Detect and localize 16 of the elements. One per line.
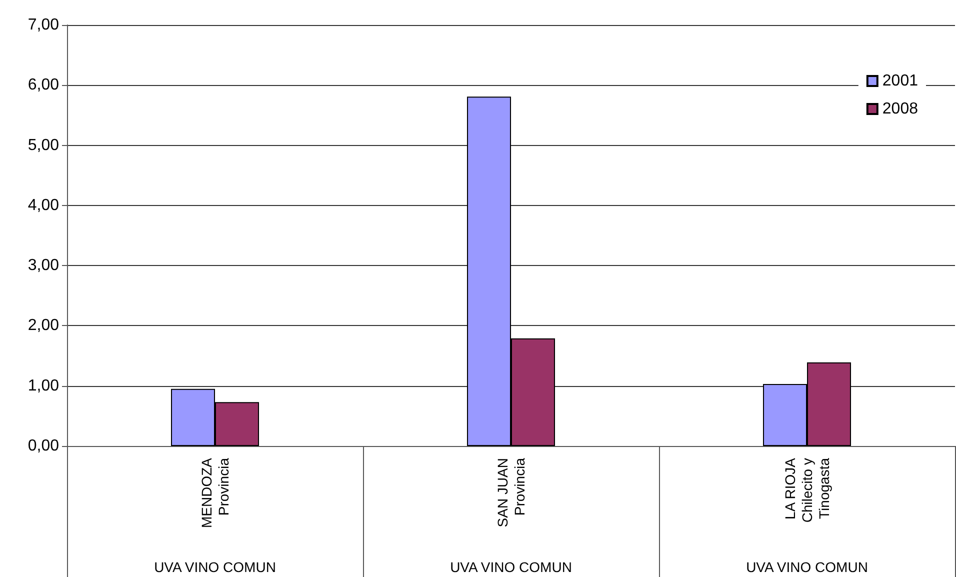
y-tick-label: 3,00 (28, 257, 60, 274)
legend-label: 2001 (882, 72, 918, 90)
y-tick-label: 1,00 (28, 377, 60, 394)
x-tick-label: MENDOZA Provincia (198, 457, 232, 528)
y-tick-label: 6,00 (28, 76, 60, 94)
y-tick-label: 4,00 (28, 196, 60, 214)
x-tick-label: SAN JUAN Provincia (494, 458, 528, 528)
y-tick-label: 0,00 (28, 438, 60, 454)
y-tick-label: 2,00 (28, 317, 60, 334)
text: UVA VINO COMUN (154, 559, 276, 575)
y-tick-label: 5,00 (28, 136, 60, 154)
x-tick-label: LA RIOJA Chilecito y Tinogasta (782, 457, 832, 523)
legend-label: 2008 (882, 100, 918, 118)
y-tick-label: 7,00 (28, 16, 60, 34)
text: UVA VINO COMUN (746, 559, 868, 575)
text: UVA VINO COMUN (450, 559, 572, 575)
